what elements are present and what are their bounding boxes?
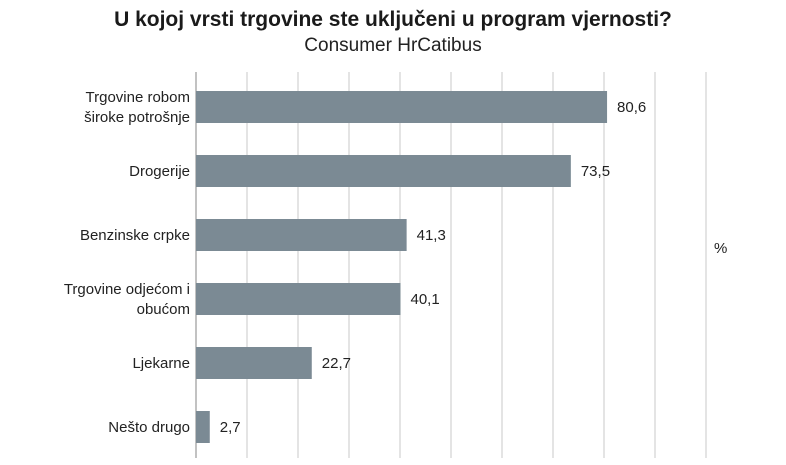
bar-3: [196, 219, 407, 251]
unit-label: %: [714, 240, 728, 257]
category-label-4-line-1: Trgovine odjećom i: [64, 281, 190, 298]
value-label-1: 80,6: [617, 99, 646, 116]
value-label-4: 40,1: [411, 291, 440, 308]
category-label-4-line-2: obućom: [137, 301, 190, 318]
bar-4: [196, 283, 401, 315]
value-label-5: 22,7: [322, 355, 351, 372]
category-label-6: Nešto drugo: [108, 419, 190, 436]
category-label-1-line-2: široke potrošnje: [84, 109, 190, 126]
value-label-3: 41,3: [417, 227, 446, 244]
category-label-2: Drogerije: [129, 163, 190, 180]
category-label-3: Benzinske crpke: [80, 227, 190, 244]
bar-5: [196, 347, 312, 379]
category-label-1-line-1: Trgovine robom: [86, 89, 191, 106]
chart-title: U kojoj vrsti trgovine ste uključeni u p…: [114, 8, 672, 31]
bar-2: [196, 155, 571, 187]
bar-1: [196, 91, 608, 123]
bar-6: [196, 411, 210, 443]
chart-subtitle: Consumer HrCatibus: [304, 35, 482, 56]
value-label-2: 73,5: [581, 163, 610, 180]
category-label-5: Ljekarne: [132, 355, 190, 372]
value-label-6: 2,7: [220, 419, 241, 436]
